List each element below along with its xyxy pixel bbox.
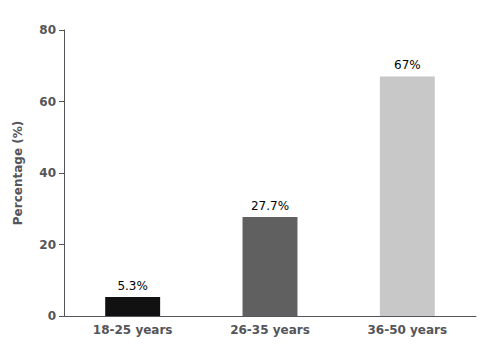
svg-text:5.3%: 5.3% [117,279,148,293]
svg-text:0: 0 [48,309,56,323]
svg-text:26-35 years: 26-35 years [230,323,310,337]
svg-text:40: 40 [39,166,56,180]
svg-text:Percentage (%): Percentage (%) [11,121,25,225]
svg-text:18-25 years: 18-25 years [93,323,173,337]
svg-text:20: 20 [39,238,56,252]
svg-text:27.7%: 27.7% [251,199,289,213]
svg-text:67%: 67% [394,58,421,72]
svg-text:80: 80 [39,23,56,37]
svg-text:36-50 years: 36-50 years [367,323,447,337]
svg-text:60: 60 [39,95,56,109]
